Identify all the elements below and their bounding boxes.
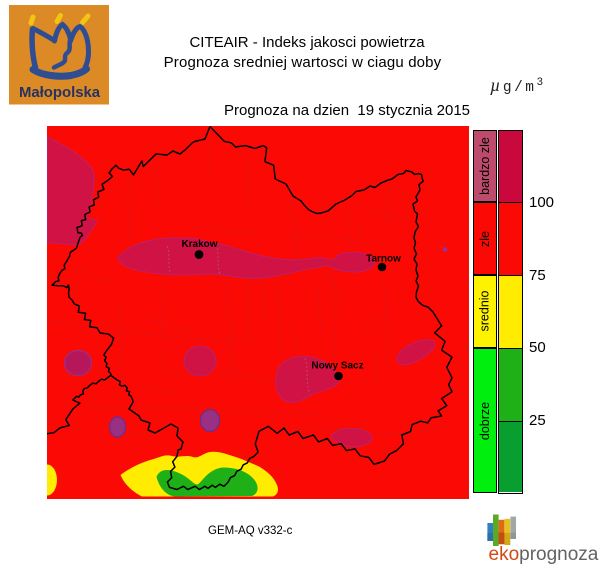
svg-text:Nowy Sacz: Nowy Sacz — [311, 361, 363, 372]
svg-text:Tarnow: Tarnow — [366, 254, 401, 265]
svg-text:Krakow: Krakow — [181, 239, 217, 250]
svg-text:Małopolska: Małopolska — [19, 85, 101, 101]
